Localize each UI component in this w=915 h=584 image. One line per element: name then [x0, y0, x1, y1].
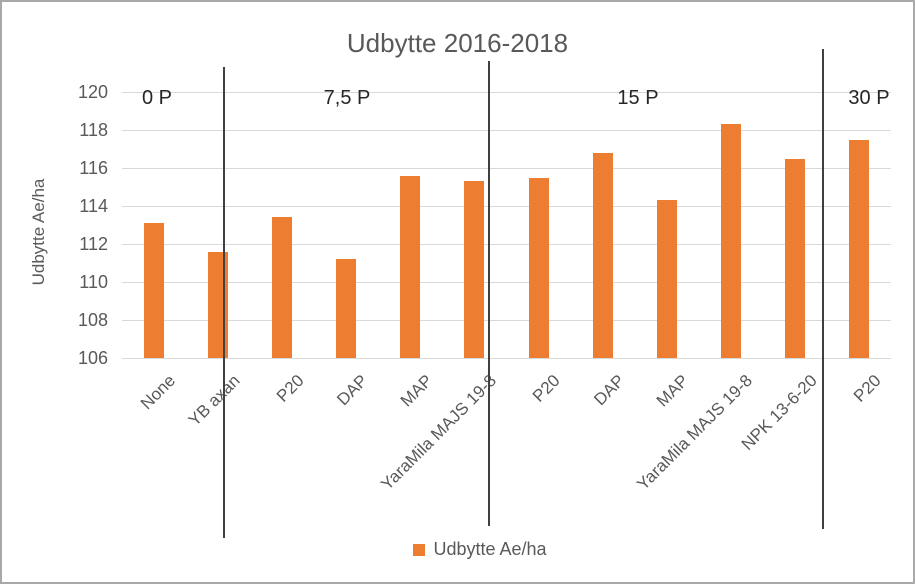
chart-title: Udbytte 2016-2018 [346, 28, 569, 58]
gridline [122, 319, 891, 321]
y-tick-label: 118 [79, 120, 108, 140]
legend-label: Udbytte Ae/ha [433, 539, 547, 559]
x-axis-label: DAP [589, 371, 629, 410]
y-tick-label: 110 [79, 272, 108, 292]
x-axis-label: P20 [529, 371, 564, 406]
group-label: 0 P [141, 87, 173, 109]
gridline [122, 243, 891, 245]
x-axis-label: P20 [849, 371, 885, 406]
x-axis-label: None [137, 371, 180, 414]
group-divider [822, 49, 824, 529]
gridline [122, 357, 891, 359]
group-divider [223, 67, 225, 538]
group-label: 7,5 P [323, 87, 371, 109]
y-tick-label: 108 [77, 310, 108, 330]
gridline [122, 167, 891, 169]
bar-npk-13-6-20 [784, 158, 805, 358]
y-tick-label: 116 [79, 158, 108, 178]
gridline [122, 91, 891, 93]
x-axis-label: YaraMila MAJS 19-8 [377, 371, 500, 494]
bar-none [144, 223, 165, 358]
gridline [122, 205, 891, 207]
y-tick-label: 120 [77, 82, 108, 102]
legend: Udbytte Ae/ha [2, 539, 913, 560]
group-label: 30 P [848, 87, 890, 109]
y-tick-label: 114 [79, 196, 108, 216]
legend-swatch-icon [413, 543, 426, 556]
bar-p20 [528, 177, 549, 358]
legend-entry: Udbytte Ae/ha [413, 539, 547, 560]
x-axis-label: DAP [333, 371, 372, 410]
bar-dap [592, 152, 613, 358]
gridline [122, 281, 891, 283]
bar-p20 [272, 217, 293, 358]
y-tick-label: 112 [79, 234, 108, 254]
group-divider [488, 61, 490, 526]
x-axis-label: P20 [272, 371, 308, 406]
x-axis-label: YB axan [184, 371, 244, 430]
x-axis-label: MAP [652, 371, 693, 411]
x-axis-label: MAP [396, 371, 436, 411]
gridline [122, 129, 891, 131]
bar-map [400, 175, 421, 358]
bar-yb-axan [208, 251, 229, 358]
bar-p20 [848, 139, 869, 358]
group-label: 15 P [617, 87, 659, 109]
bar-yaramila-majs-19-8 [464, 181, 485, 358]
y-tick-label: 106 [77, 348, 108, 368]
bar-yaramila-majs-19-8 [720, 124, 741, 358]
bar-map [656, 200, 677, 358]
x-axis-label: YaraMila MAJS 19-8 [633, 371, 757, 494]
bar-dap [336, 259, 357, 358]
